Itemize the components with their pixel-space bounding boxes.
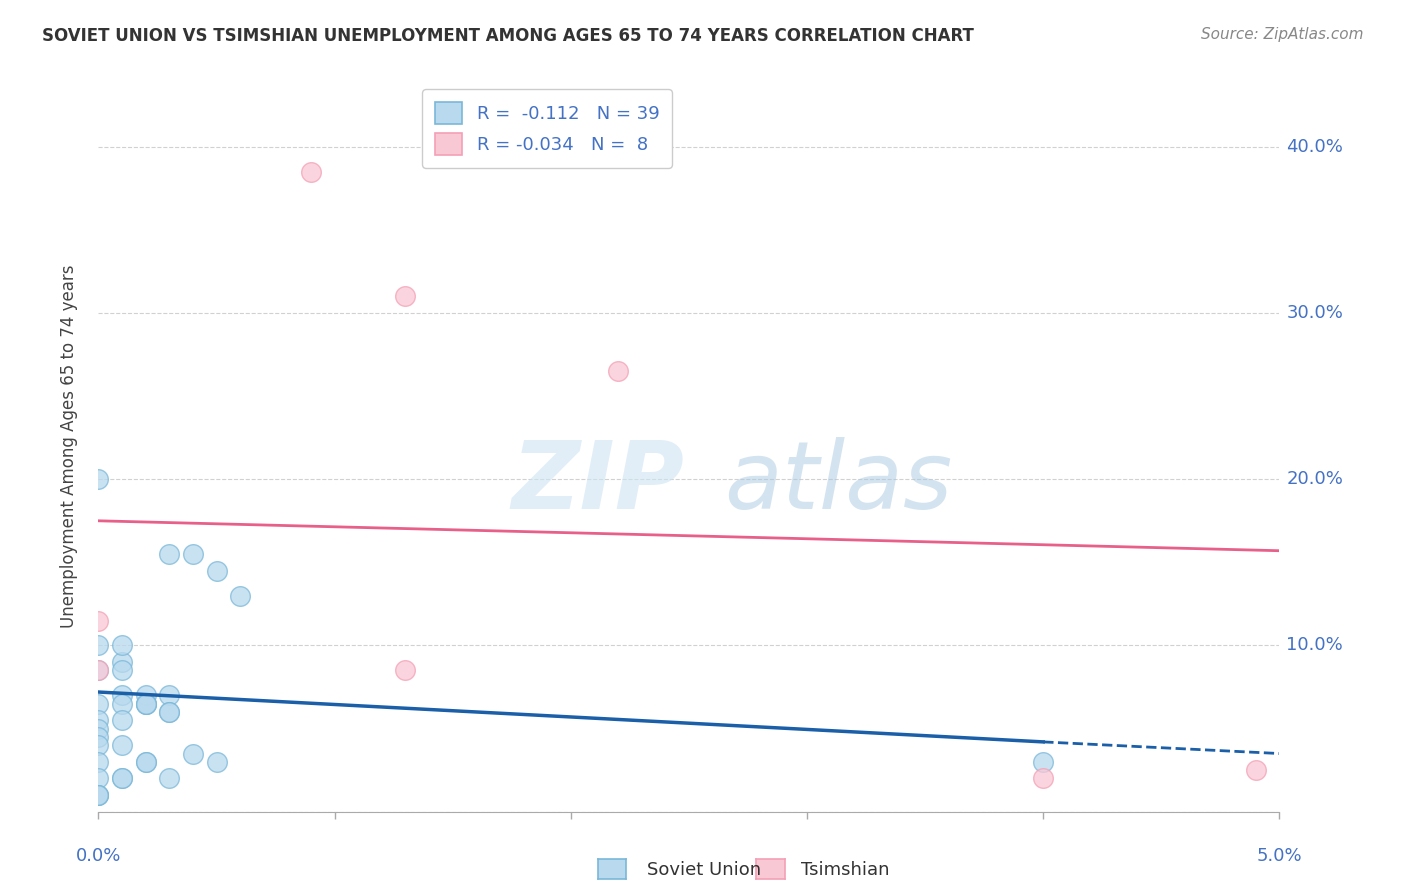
- Point: [157, 772, 180, 786]
- Point: [299, 164, 322, 178]
- Point: [87, 472, 110, 486]
- Point: [87, 714, 110, 728]
- Point: [87, 614, 110, 628]
- Point: [181, 747, 204, 761]
- Point: [157, 547, 180, 561]
- Point: [87, 730, 110, 744]
- Point: [135, 697, 157, 711]
- Point: [1032, 755, 1054, 769]
- Point: [181, 547, 204, 561]
- Point: [111, 697, 134, 711]
- Text: 40.0%: 40.0%: [1286, 137, 1343, 156]
- Point: [87, 755, 110, 769]
- Text: ZIP: ZIP: [512, 436, 685, 529]
- Point: [394, 289, 416, 303]
- Point: [135, 689, 157, 703]
- Point: [111, 772, 134, 786]
- Y-axis label: Unemployment Among Ages 65 to 74 years: Unemployment Among Ages 65 to 74 years: [59, 264, 77, 628]
- Point: [205, 755, 228, 769]
- Point: [111, 714, 134, 728]
- Point: [87, 772, 110, 786]
- Text: Soviet Union: Soviet Union: [647, 861, 761, 879]
- Point: [87, 639, 110, 653]
- Text: 5.0%: 5.0%: [1257, 847, 1302, 865]
- Point: [1032, 772, 1054, 786]
- Point: [157, 689, 180, 703]
- Text: 0.0%: 0.0%: [76, 847, 121, 865]
- Text: 10.0%: 10.0%: [1286, 637, 1343, 655]
- Text: 20.0%: 20.0%: [1286, 470, 1343, 488]
- Point: [135, 755, 157, 769]
- Text: atlas: atlas: [724, 437, 953, 528]
- Point: [394, 664, 416, 678]
- Point: [111, 664, 134, 678]
- Point: [111, 655, 134, 669]
- Point: [157, 705, 180, 719]
- Point: [87, 697, 110, 711]
- Point: [157, 705, 180, 719]
- Point: [135, 755, 157, 769]
- Point: [135, 697, 157, 711]
- Point: [1244, 763, 1267, 777]
- Point: [87, 722, 110, 736]
- Point: [87, 788, 110, 802]
- Point: [111, 639, 134, 653]
- Point: [87, 788, 110, 802]
- Point: [87, 664, 110, 678]
- Text: SOVIET UNION VS TSIMSHIAN UNEMPLOYMENT AMONG AGES 65 TO 74 YEARS CORRELATION CHA: SOVIET UNION VS TSIMSHIAN UNEMPLOYMENT A…: [42, 27, 974, 45]
- Legend: R =  -0.112   N = 39, R = -0.034   N =  8: R = -0.112 N = 39, R = -0.034 N = 8: [422, 89, 672, 168]
- Point: [205, 564, 228, 578]
- Point: [87, 788, 110, 802]
- Point: [607, 364, 630, 378]
- Point: [87, 738, 110, 752]
- Point: [111, 689, 134, 703]
- Text: Tsimshian: Tsimshian: [801, 861, 890, 879]
- Point: [111, 738, 134, 752]
- Point: [135, 697, 157, 711]
- Point: [229, 589, 252, 603]
- Text: 30.0%: 30.0%: [1286, 304, 1343, 322]
- Point: [87, 664, 110, 678]
- Point: [111, 772, 134, 786]
- Text: Source: ZipAtlas.com: Source: ZipAtlas.com: [1201, 27, 1364, 42]
